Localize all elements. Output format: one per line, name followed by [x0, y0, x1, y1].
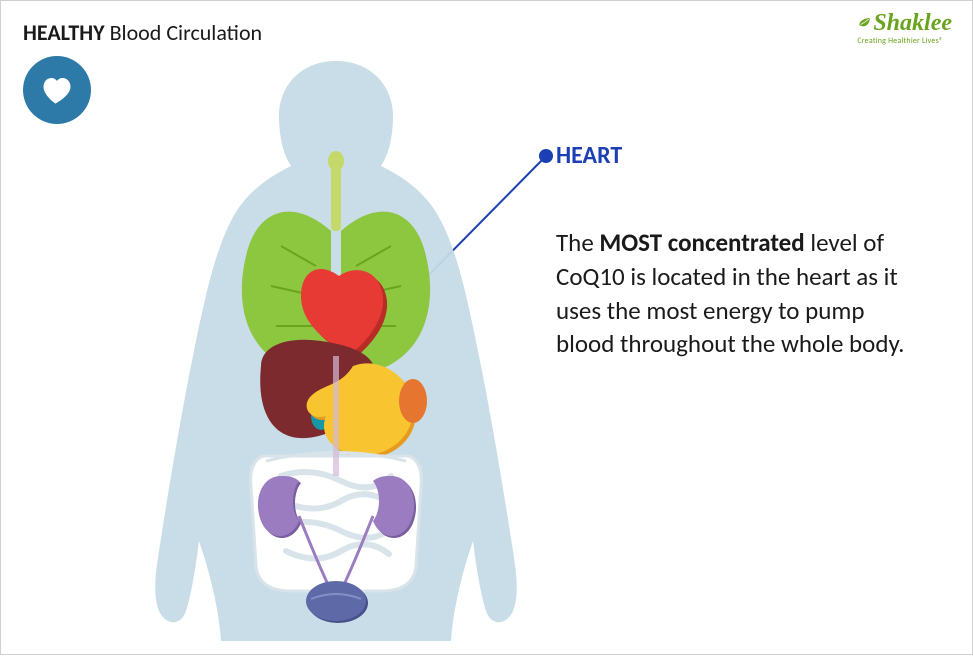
- title-rest: Blood Circulation: [110, 19, 263, 46]
- title-bold: HEALTHY: [23, 19, 105, 46]
- desc-pre: The: [556, 227, 599, 258]
- pancreas: [399, 379, 427, 423]
- leaf-icon: [857, 17, 871, 31]
- logo-tagline: Creating Healthier Lives®: [857, 36, 952, 46]
- anatomy-figure: [141, 56, 531, 656]
- logo-name: Shaklee: [857, 11, 952, 35]
- brand-logo: Shaklee Creating Healthier Lives®: [857, 11, 952, 46]
- desc-bold: MOST concentrated: [599, 227, 804, 258]
- page-title: HEALTHY Blood Circulation: [23, 19, 262, 46]
- description-text: The MOST concentrated level of CoQ10 is …: [556, 226, 926, 361]
- heart-icon: [39, 72, 75, 108]
- callout-label: HEART: [556, 141, 622, 170]
- badge-heart: [23, 56, 91, 124]
